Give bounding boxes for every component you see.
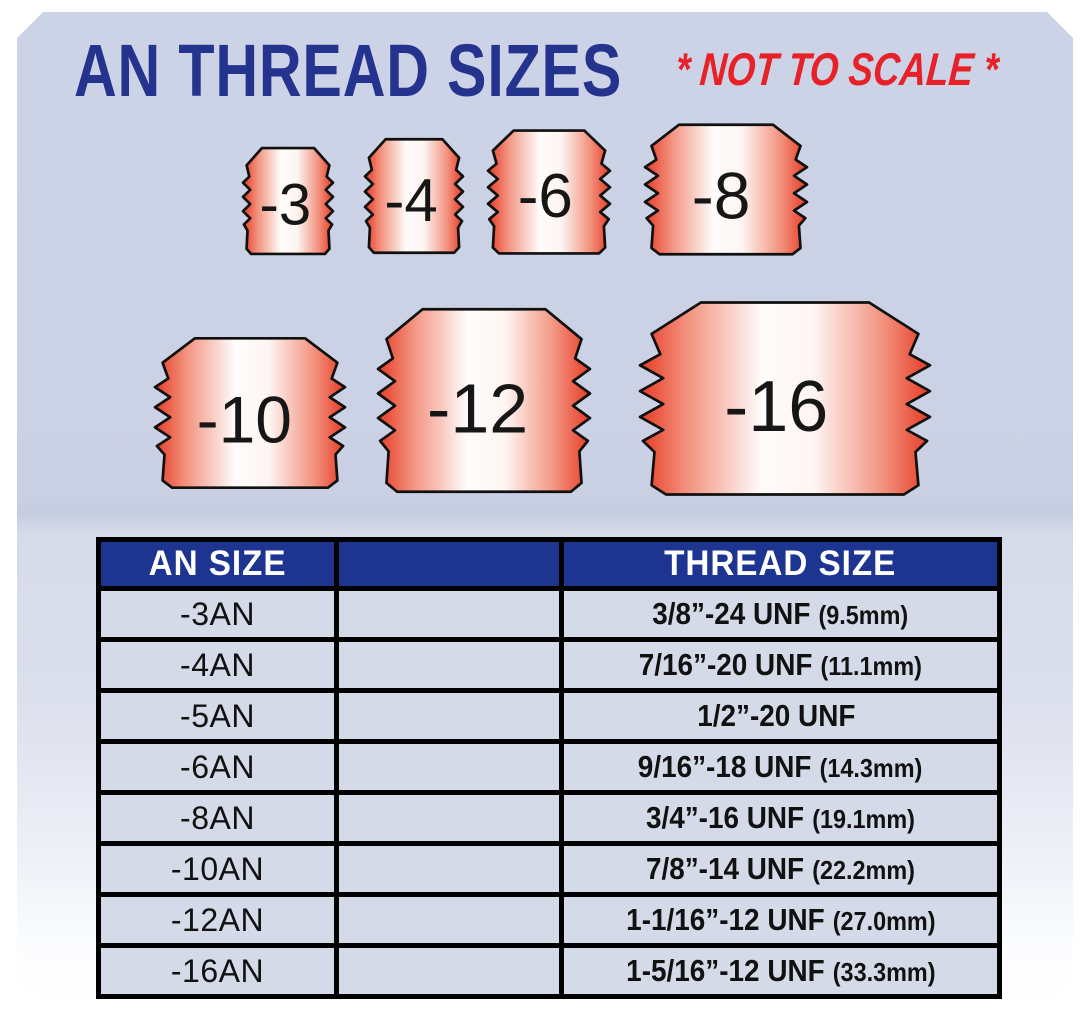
fitting--10: -10 — [155, 334, 345, 492]
col-header-an-size: AN SIZE — [96, 537, 339, 591]
fitting-label: -16 — [724, 366, 829, 447]
fitting--16: -16 — [640, 297, 930, 500]
empty-cell — [334, 688, 564, 744]
an-size-cell: -6AN — [96, 739, 339, 795]
empty-cell — [334, 739, 564, 795]
fitting--8: -8 — [645, 121, 807, 258]
table-row: -16AN 1-5/16”-12 UNF (33.3mm) — [96, 943, 1002, 999]
table-row: -10AN 7/8”-14 UNF (22.2mm) — [96, 841, 1002, 897]
thread-size-cell: 1/2”-20 UNF — [559, 688, 1002, 744]
page-title: AN THREAD SIZES — [74, 29, 623, 112]
empty-cell — [334, 790, 564, 846]
fitting-label: -8 — [691, 157, 751, 232]
an-size-cell: -10AN — [96, 841, 339, 897]
thread-size-cell: 7/8”-14 UNF (22.2mm) — [559, 841, 1002, 897]
table-row: -4AN 7/16”-20 UNF (11.1mm) — [96, 637, 1002, 693]
an-size-cell: -4AN — [96, 637, 339, 693]
fitting--3: -3 — [241, 145, 335, 257]
table-row: -3AN 3/8”-24 UNF (9.5mm) — [96, 586, 1002, 642]
table-row: -5AN 1/2”-20 UNF — [96, 688, 1002, 744]
fitting-label: -12 — [427, 369, 529, 448]
an-size-cell: -3AN — [96, 586, 339, 642]
table-row: -8AN 3/4”-16 UNF (19.1mm) — [96, 790, 1002, 846]
thread-size-cell: 1-5/16”-12 UNF (33.3mm) — [559, 943, 1002, 999]
thread-size-cell: 9/16”-18 UNF (14.3mm) — [559, 739, 1002, 795]
thread-size-cell: 3/8”-24 UNF (9.5mm) — [559, 586, 1002, 642]
empty-cell — [334, 943, 564, 999]
empty-cell — [334, 841, 564, 897]
col-header-thread-size: THREAD SIZE — [559, 537, 1002, 591]
table-header-row: AN SIZE THREAD SIZE — [96, 537, 1002, 591]
an-size-cell: -8AN — [96, 790, 339, 846]
not-to-scale-note: * NOT TO SCALE * — [673, 43, 1001, 95]
an-thread-size-table: AN SIZE THREAD SIZE -3AN 3/8”-24 UNF (9.5… — [96, 537, 1002, 999]
fitting--4: -4 — [363, 136, 465, 256]
thread-size-cell: 1-1/16”-12 UNF (27.0mm) — [559, 892, 1002, 948]
fitting-label: -3 — [259, 172, 312, 238]
an-size-cell: -5AN — [96, 688, 339, 744]
col-header-empty — [334, 537, 564, 591]
fitting-label: -6 — [517, 162, 573, 232]
fitting--12: -12 — [378, 304, 590, 497]
empty-cell — [334, 586, 564, 642]
fitting--6: -6 — [486, 127, 612, 257]
table-row: -6AN 9/16”-18 UNF (14.3mm) — [96, 739, 1002, 795]
fitting-label: -10 — [196, 382, 292, 457]
table-row: -12AN 1-1/16”-12 UNF (27.0mm) — [96, 892, 1002, 948]
empty-cell — [334, 637, 564, 693]
fitting-label: -4 — [384, 166, 438, 234]
thread-size-cell: 7/16”-20 UNF (11.1mm) — [559, 637, 1002, 693]
empty-cell — [334, 892, 564, 948]
thread-size-cell: 3/4”-16 UNF (19.1mm) — [559, 790, 1002, 846]
an-size-cell: -16AN — [96, 943, 339, 999]
an-size-cell: -12AN — [96, 892, 339, 948]
